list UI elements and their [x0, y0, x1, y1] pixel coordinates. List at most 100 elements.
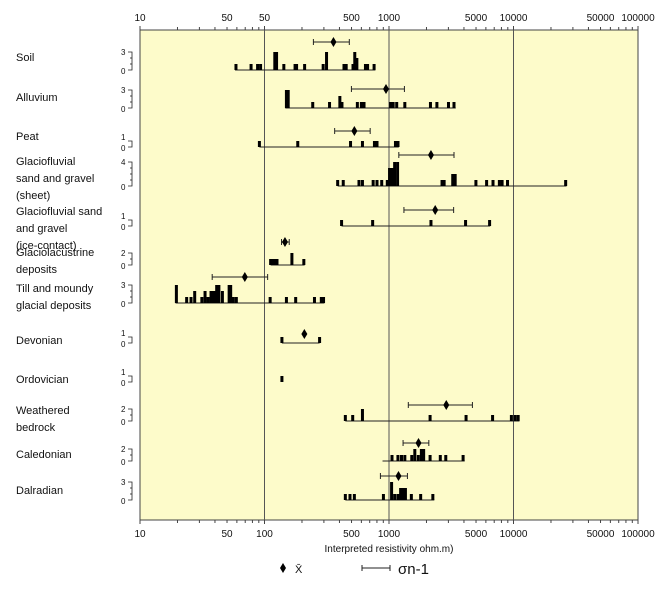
- histogram-bar: [340, 102, 344, 108]
- histogram-bar: [363, 64, 367, 70]
- histogram-bar: [506, 180, 510, 186]
- histogram-bar: [231, 297, 235, 303]
- histogram-bar: [403, 102, 407, 108]
- mean-diamond-marker: [415, 438, 422, 448]
- mean-diamond-marker: [427, 150, 434, 160]
- top-tick-label: 50000: [587, 13, 615, 24]
- mean-diamond-marker: [351, 126, 358, 136]
- histogram-bar: [464, 220, 468, 226]
- bottom-tick-label: 50000: [587, 529, 615, 540]
- histogram-bar: [271, 259, 275, 265]
- histogram-bar: [381, 494, 385, 500]
- group-label: Glaciolacustrine: [16, 247, 94, 259]
- bottom-tick-label: 5000: [465, 529, 488, 540]
- histogram-bar: [234, 297, 238, 303]
- group-label: Weathered: [16, 405, 70, 417]
- histogram-bar: [393, 494, 397, 500]
- mean-diamond-marker: [443, 400, 450, 410]
- count-scale-max: 1: [121, 212, 126, 221]
- top-tick-label: 50: [221, 13, 233, 24]
- histogram-bar: [318, 337, 322, 343]
- count-scale-bracket: [128, 51, 133, 71]
- top-tick-label: 100000: [621, 13, 655, 24]
- histogram-bar: [284, 297, 288, 303]
- group-label: Devonian: [16, 335, 62, 347]
- histogram-bar: [200, 297, 204, 303]
- top-tick-label: 1000: [378, 13, 401, 24]
- histogram-bar: [355, 58, 359, 70]
- histogram-bar: [371, 180, 375, 186]
- group-label: glacial deposits: [16, 300, 92, 312]
- group-label: (sheet): [16, 190, 50, 202]
- histogram-bar: [453, 174, 457, 186]
- histogram-bar: [422, 449, 426, 461]
- group-label: Glaciofluvial sand: [16, 206, 102, 218]
- histogram-bar: [357, 180, 361, 186]
- histogram-bar: [564, 180, 568, 186]
- histogram-bar: [390, 168, 394, 186]
- histogram-bar: [388, 168, 392, 186]
- histogram-bar: [416, 455, 420, 461]
- histogram-bar: [393, 162, 397, 186]
- histogram-bar: [513, 415, 517, 421]
- count-scale-max: 3: [121, 86, 126, 95]
- group-label: Peat: [16, 131, 39, 143]
- group-label: and gravel: [16, 223, 67, 235]
- count-scale-zero: 0: [121, 105, 126, 114]
- histogram-bar: [290, 253, 294, 265]
- bottom-tick-label: 1000: [378, 529, 401, 540]
- histogram-bar: [380, 180, 384, 186]
- group-label: Soil: [16, 52, 34, 64]
- histogram-bar: [294, 297, 298, 303]
- histogram-bar: [206, 297, 210, 303]
- histogram-bar: [312, 297, 316, 303]
- histogram-bar: [419, 494, 423, 500]
- count-scale-bracket: [128, 89, 133, 109]
- histogram-bar: [284, 90, 288, 108]
- histogram-bar: [428, 415, 432, 421]
- histogram-bar: [257, 141, 261, 147]
- group-label: (ice-contact): [16, 240, 77, 252]
- histogram-bar: [348, 494, 352, 500]
- histogram-bar: [410, 455, 414, 461]
- histogram-bar: [302, 259, 306, 265]
- histogram-bar: [446, 102, 450, 108]
- histogram-bar: [452, 102, 456, 108]
- histogram-bar: [311, 102, 315, 108]
- group-label: Till and moundy: [16, 283, 94, 295]
- group-label: Dalradian: [16, 485, 63, 497]
- histogram-bar: [249, 64, 253, 70]
- group-label: Alluvium: [16, 92, 58, 104]
- count-scale-max: 2: [121, 405, 126, 414]
- histogram-bar: [296, 141, 300, 147]
- histogram-bar: [390, 455, 394, 461]
- histogram-bar: [273, 259, 277, 265]
- histogram-bar: [273, 52, 277, 70]
- histogram-bar: [215, 285, 219, 303]
- histogram-bar: [464, 415, 468, 421]
- histogram-bar: [344, 64, 348, 70]
- histogram-bar: [234, 64, 238, 70]
- histogram-bar: [389, 102, 393, 108]
- histogram-bar: [338, 96, 342, 108]
- histogram-bar: [189, 297, 193, 303]
- histogram-bar: [359, 102, 363, 108]
- count-scale-zero: 0: [121, 300, 126, 309]
- histogram-bar: [395, 102, 399, 108]
- histogram-bar: [203, 291, 207, 303]
- histogram-bar: [438, 455, 442, 461]
- histogram-bar: [396, 455, 400, 461]
- count-scale-zero: 0: [121, 144, 126, 153]
- histogram-bar: [360, 141, 364, 147]
- histogram-bar: [491, 415, 495, 421]
- bottom-tick-label: 100000: [621, 529, 655, 540]
- top-tick-label: 10: [134, 13, 146, 24]
- histogram-bar: [391, 102, 395, 108]
- histogram-bar: [229, 285, 233, 303]
- histogram-bar: [286, 90, 290, 108]
- histogram-bar: [409, 494, 413, 500]
- count-scale-max: 3: [121, 48, 126, 57]
- count-scale-zero: 0: [121, 379, 126, 388]
- histogram-bar: [259, 64, 263, 70]
- histogram-bar: [485, 180, 489, 186]
